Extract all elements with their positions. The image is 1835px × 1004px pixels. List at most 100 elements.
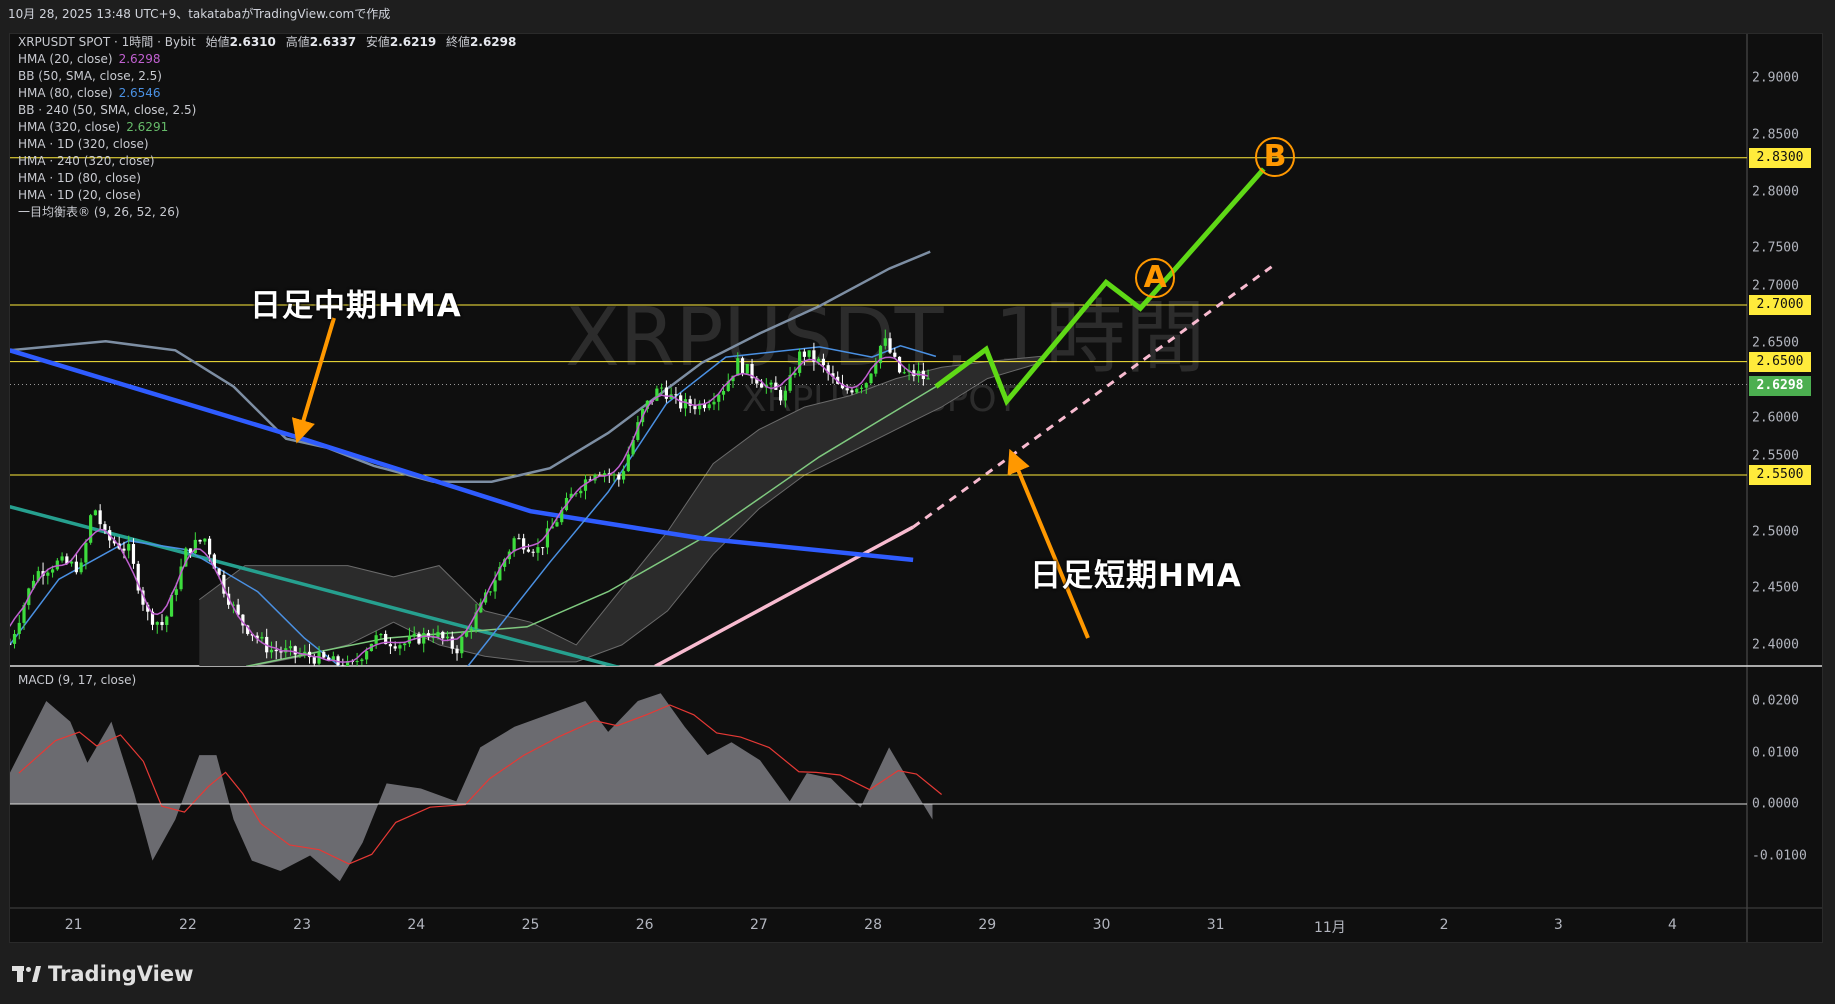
candle-body — [441, 631, 445, 639]
candle-body — [793, 372, 797, 376]
candle-body — [693, 405, 697, 410]
candle-body — [817, 358, 821, 362]
time-tick-label: 28 — [864, 917, 883, 933]
candle-body — [17, 622, 21, 634]
macd-label[interactable]: MACD (9, 17, close) — [18, 673, 137, 687]
candle-body — [293, 646, 297, 655]
macd-pane — [10, 693, 1747, 882]
candle-body — [531, 551, 535, 553]
candle-body — [560, 510, 564, 523]
ohlc-label: 終値 — [446, 35, 471, 49]
legend-indicator-row[interactable]: HMA (320, close) 2.6291 — [18, 119, 516, 136]
candle-body — [902, 372, 906, 374]
candle-body — [464, 630, 469, 637]
candle-body — [236, 604, 240, 615]
candle-body — [31, 580, 36, 589]
candle-body — [398, 645, 402, 649]
candle-body — [374, 635, 378, 644]
candle-body — [512, 538, 516, 552]
hma-20-line — [10, 356, 929, 663]
candle-body — [455, 648, 459, 654]
candle-body — [617, 474, 621, 480]
indicator-name: HMA · 240 (320, close) — [18, 154, 155, 168]
candle-body — [888, 338, 892, 353]
tradingview-brand: TradingView — [48, 962, 194, 986]
candle-body — [517, 538, 521, 540]
indicator-value: 2.6298 — [118, 52, 161, 66]
legend-indicator-row[interactable]: HMA (20, close) 2.6298 — [18, 51, 516, 68]
last-price-label: 2.6298 — [1749, 375, 1811, 396]
candle-body — [331, 656, 335, 661]
legend-indicator-row[interactable]: HMA · 1D (20, close) — [18, 187, 516, 204]
time-tick-label: 2 — [1439, 917, 1449, 933]
candle-body — [322, 652, 326, 658]
candle-body — [645, 400, 649, 409]
legend-indicator-row[interactable]: HMA (80, close) 2.6546 — [18, 85, 516, 102]
candle-body — [493, 580, 497, 592]
legend-indicator-row[interactable]: 一目均衡表® (9, 26, 52, 26) — [18, 204, 516, 221]
symbol-row[interactable]: XRPUSDT SPOT · 1時間 · Bybit 始値2.6310 高値2.… — [18, 34, 516, 51]
main-pane — [10, 157, 1747, 666]
price-tick-label: 2.8000 — [1752, 184, 1799, 200]
candle-body — [70, 561, 74, 564]
candle-body — [303, 651, 307, 654]
legend-indicator-row[interactable]: HMA · 1D (320, close) — [18, 136, 516, 153]
candle-body — [836, 376, 840, 384]
candle-body — [341, 665, 345, 666]
candle-body — [360, 659, 364, 662]
candle-body — [384, 633, 388, 645]
candle-body — [707, 404, 711, 409]
ohlc-label: 安値 — [365, 35, 390, 49]
candle-body — [288, 646, 293, 649]
candle-body — [883, 338, 887, 346]
indicator-name: HMA (320, close) — [18, 120, 121, 134]
candle-body — [731, 375, 735, 382]
candle-body — [674, 394, 678, 396]
candle-body — [10, 643, 12, 645]
legend-indicator-row[interactable]: HMA · 1D (80, close) — [18, 170, 516, 187]
candle-body — [426, 633, 431, 638]
candle-body — [821, 358, 826, 366]
candle-body — [93, 510, 97, 516]
candle-body — [179, 566, 183, 590]
legend-indicator-row[interactable]: HMA · 240 (320, close) — [18, 153, 516, 170]
candle-body — [798, 351, 802, 373]
candle-body — [774, 382, 778, 390]
target-b-marker: B — [1255, 136, 1296, 177]
candle-body — [845, 388, 849, 391]
candle-body — [522, 538, 526, 550]
time-tick-label: 22 — [178, 917, 197, 933]
candle-body — [260, 636, 264, 639]
candle-body — [388, 644, 393, 647]
legend-indicator-row[interactable]: BB · 240 (50, SMA, close, 2.5) — [18, 102, 516, 119]
candle-body — [503, 559, 507, 567]
candle-body — [184, 548, 188, 567]
candle-body — [307, 651, 312, 658]
candle-body — [759, 383, 764, 388]
candle-body — [488, 591, 492, 593]
candle-body — [193, 539, 197, 554]
candle-body — [717, 394, 721, 402]
indicator-name: HMA · 1D (320, close) — [18, 137, 149, 151]
symbol-title: XRPUSDT SPOT · 1時間 · Bybit — [18, 35, 196, 49]
tradingview-logo[interactable]: TradingView — [12, 962, 193, 986]
candle-body — [79, 562, 83, 573]
candle-body — [745, 364, 749, 374]
macd-signal-line — [18, 704, 942, 865]
indicator-name: HMA (20, close) — [18, 52, 113, 66]
legend: XRPUSDT SPOT · 1時間 · Bybit 始値2.6310 高値2.… — [18, 34, 516, 221]
candle-body — [422, 633, 426, 644]
ichimoku-cloud — [199, 356, 1045, 666]
candle-body — [431, 637, 435, 639]
price-tick-label: 2.7500 — [1752, 240, 1799, 256]
price-tick-label: 2.8500 — [1752, 127, 1799, 143]
candle-body — [474, 612, 478, 629]
candle-body — [864, 383, 868, 388]
indicator-name: BB (50, SMA, close, 2.5) — [18, 69, 162, 83]
candle-body — [84, 542, 88, 563]
candle-body — [231, 604, 235, 606]
candle-body — [831, 373, 835, 377]
legend-indicator-row[interactable]: BB (50, SMA, close, 2.5) — [18, 68, 516, 85]
candle-body — [541, 547, 545, 549]
